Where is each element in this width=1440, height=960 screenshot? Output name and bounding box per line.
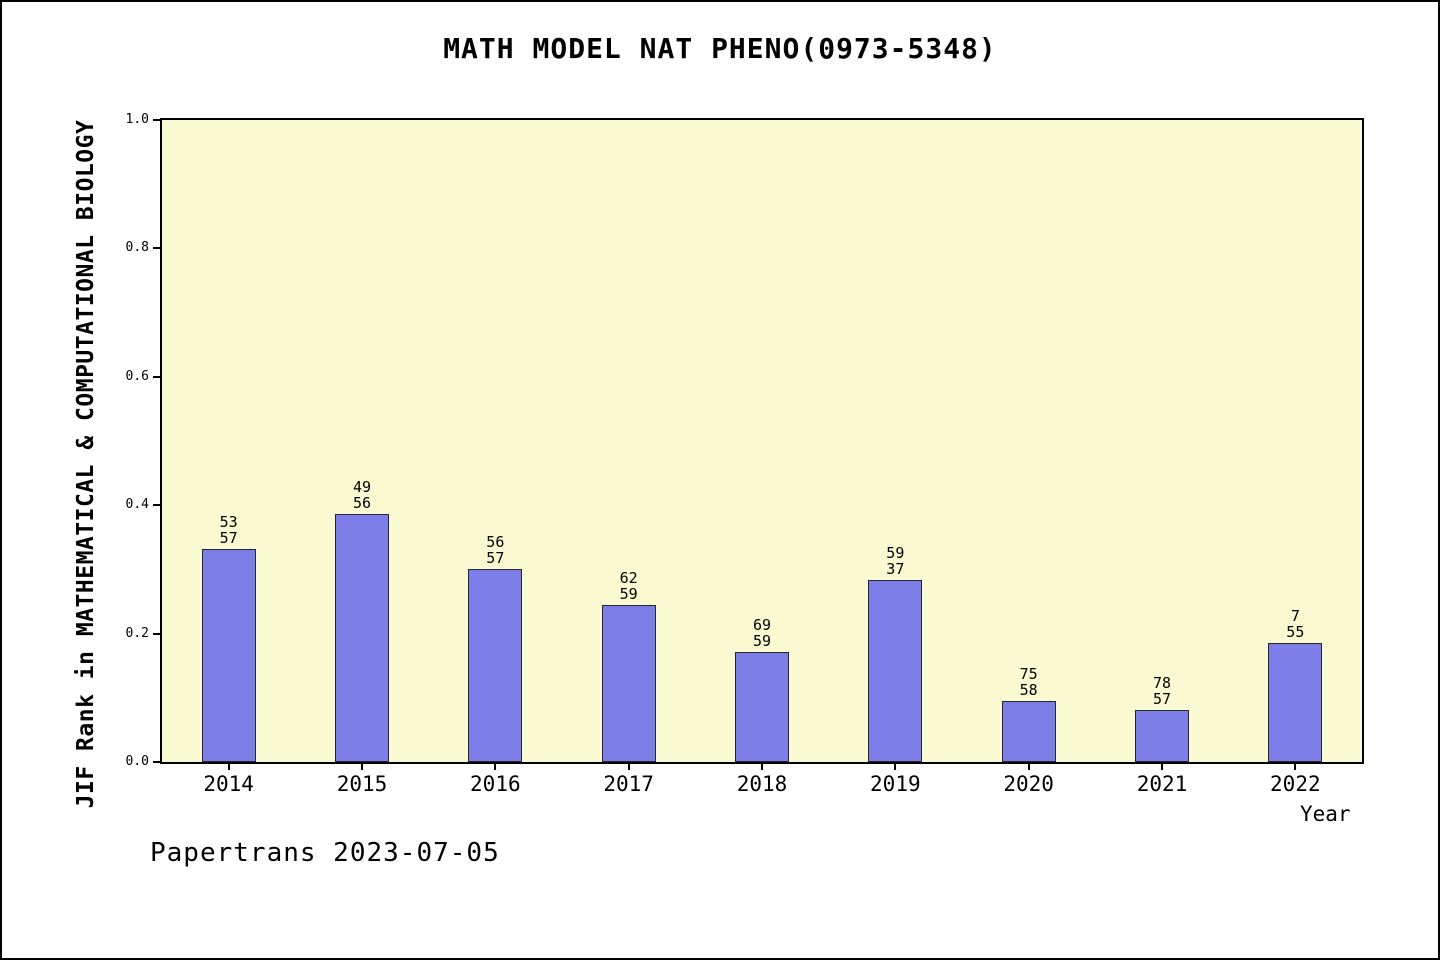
x-tick-label: 2017	[603, 772, 654, 796]
y-tick	[153, 247, 162, 250]
bar	[601, 605, 656, 762]
plot-area: 0.0 0.2 0.4 0.6 0.8 1.0 53 57 2014 49 56 2015 56 57 20…	[126, 112, 1364, 796]
bar-label-top: 62	[619, 569, 638, 587]
bar-label: 75 58	[984, 666, 1074, 698]
y-tick	[153, 119, 162, 121]
x-tick-label: 2019	[870, 772, 921, 796]
x-tick	[894, 762, 897, 770]
bar	[1268, 643, 1323, 762]
x-tick	[1294, 762, 1297, 770]
bar-label-bottom: 56	[352, 494, 372, 512]
bar-label-top: 78	[1152, 674, 1172, 692]
bar-label-top: 69	[752, 616, 772, 634]
y-tick-label: 1.0	[125, 112, 149, 127]
bar-label-top: 56	[486, 533, 505, 551]
x-tick-label: 2022	[1270, 772, 1321, 796]
bar-label: 56 57	[450, 534, 540, 566]
bar-label: 59 37	[850, 545, 940, 577]
y-tick-label: 0.4	[125, 497, 149, 513]
bar-label-bottom: 55	[1286, 623, 1305, 641]
bar-label: 7 55	[1250, 608, 1340, 640]
bar-label-top: 53	[219, 513, 238, 531]
bar	[1001, 701, 1056, 762]
y-tick	[153, 504, 162, 507]
x-axis-label: Year	[1300, 802, 1351, 826]
y-axis-label: JIF Rank in MATHEMATICAL & COMPUTATIONAL…	[73, 119, 99, 809]
bar-label-top: 7	[1290, 607, 1300, 625]
chart-title: MATH MODEL NAT PHENO(0973-5348)	[443, 32, 997, 65]
x-tick-label: 2018	[736, 772, 788, 796]
x-tick-label: 2014	[203, 772, 254, 796]
bar-label-bottom: 59	[752, 632, 772, 650]
footer-text: Papertrans 2023-07-05	[150, 838, 500, 868]
y-tick-label: 0.8	[125, 240, 149, 256]
bar	[468, 569, 523, 762]
bar	[1135, 710, 1189, 762]
bar	[335, 514, 389, 762]
bar-label-top: 75	[1019, 665, 1038, 683]
bar-label-bottom: 58	[1019, 681, 1038, 699]
x-tick	[1027, 762, 1030, 770]
y-tick-label: 0.2	[125, 625, 149, 641]
bar-label: 69 59	[717, 617, 807, 649]
bar	[201, 549, 256, 762]
bar	[735, 652, 789, 762]
bar-label-bottom: 59	[619, 585, 638, 603]
x-tick	[494, 762, 497, 770]
bar-label: 62 59	[584, 570, 674, 602]
x-tick-label: 2020	[1003, 772, 1054, 796]
x-tick	[1161, 762, 1163, 770]
y-tick	[153, 375, 162, 378]
bar-label-bottom: 57	[219, 529, 238, 547]
bar-label-top: 59	[886, 544, 905, 562]
x-tick-label: 2021	[1136, 772, 1188, 796]
x-tick	[627, 762, 630, 770]
bar	[868, 580, 923, 762]
bar-label: 78 57	[1117, 675, 1207, 707]
y-tick	[153, 632, 162, 635]
x-tick	[361, 762, 363, 770]
bar-label-bottom: 57	[486, 549, 505, 567]
x-tick-label: 2016	[470, 772, 521, 796]
bar-label-bottom: 37	[886, 560, 905, 578]
x-tick	[227, 762, 230, 770]
y-tick-label: 0.6	[125, 368, 149, 384]
y-tick-label: 0.0	[125, 754, 149, 769]
bar-label-top: 49	[352, 478, 372, 496]
x-tick-label: 2015	[336, 772, 388, 796]
bar-label: 49 56	[317, 479, 407, 511]
y-tick	[153, 761, 162, 763]
bar-label: 53 57	[184, 514, 274, 546]
x-tick	[761, 762, 763, 770]
bar-label-bottom: 57	[1152, 690, 1172, 708]
